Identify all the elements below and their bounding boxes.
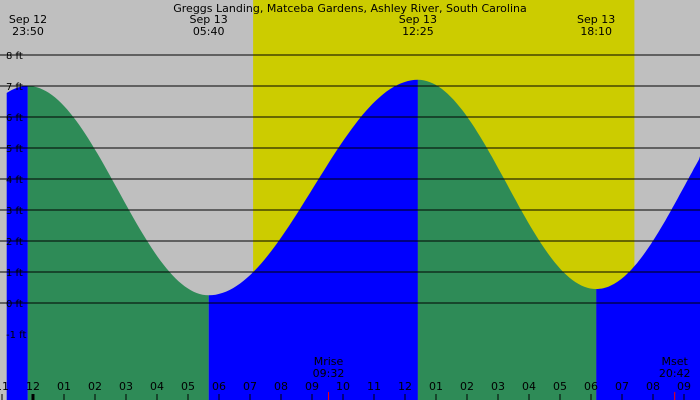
hour-label: 09 — [677, 380, 691, 393]
hour-label: 03 — [119, 380, 133, 393]
hour-label: 01 — [429, 380, 443, 393]
tide-areas — [6, 79, 700, 400]
hour-label: 06 — [212, 380, 226, 393]
rising-tide-area — [6, 86, 28, 400]
height-axis-label: 7 ft — [6, 82, 23, 93]
hour-label: 06 — [584, 380, 598, 393]
moon-event-time: 20:42 — [659, 367, 691, 380]
height-axis-label: 6 ft — [6, 113, 23, 124]
hour-label: 01 — [57, 380, 71, 393]
moon-event-time: 09:32 — [313, 367, 345, 380]
hour-label: 11 — [0, 380, 9, 393]
hour-label: 08 — [274, 380, 288, 393]
extreme-date: Sep 13 — [190, 13, 228, 26]
hour-label: 04 — [522, 380, 536, 393]
hour-label: 07 — [243, 380, 257, 393]
hour-label: 03 — [491, 380, 505, 393]
rising-tide-area — [596, 153, 700, 400]
hour-label: 05 — [553, 380, 567, 393]
height-axis-label: 0 ft — [6, 299, 23, 310]
hour-label: 09 — [305, 380, 319, 393]
extreme-date: Sep 13 — [399, 13, 437, 26]
height-axis-label: 3 ft — [6, 206, 23, 217]
height-axis-labels: 8 ft 7 ft 6 ft 5 ft 4 ft 3 ft 2 ft 1 ft 0 ft -1 f… — [6, 51, 26, 341]
falling-tide-area — [417, 79, 597, 400]
hour-label: 02 — [460, 380, 474, 393]
height-axis-label: -1 ft — [6, 330, 26, 341]
hour-label: 12 — [398, 380, 412, 393]
extreme-time: 05:40 — [193, 25, 225, 38]
hour-label: 12 — [26, 380, 40, 393]
height-gridlines — [0, 54, 700, 304]
height-axis-label: 4 ft — [6, 175, 23, 186]
extreme-date: Sep 13 — [577, 13, 615, 26]
extreme-time: 23:50 — [12, 25, 44, 38]
chart-title: Greggs Landing, Matceba Gardens, Ashley … — [173, 2, 526, 15]
moon-event-label: Mrise — [314, 355, 344, 368]
height-axis-label: 2 ft — [6, 237, 23, 248]
hour-label: 11 — [367, 380, 381, 393]
hour-label: 02 — [88, 380, 102, 393]
falling-tide-area — [27, 86, 209, 400]
height-axis-label: 1 ft — [6, 268, 23, 279]
rising-tide-area — [208, 79, 418, 400]
height-axis-label: 5 ft — [6, 144, 23, 155]
hour-label: 05 — [181, 380, 195, 393]
hour-label: 07 — [615, 380, 629, 393]
hour-axis: 11 12 01 02 03 04 05 06 07 08 09 10 11 12 01 02 03 04 05 06… — [0, 380, 691, 400]
height-axis-label: 8 ft — [6, 51, 23, 62]
hour-label: 08 — [646, 380, 660, 393]
hour-label: 04 — [150, 380, 164, 393]
extreme-time: 12:25 — [402, 25, 434, 38]
moon-event-label: Mset — [662, 355, 689, 368]
extreme-time: 18:10 — [580, 25, 612, 38]
hour-label: 10 — [336, 380, 350, 393]
extreme-date: Sep 12 — [9, 13, 47, 26]
